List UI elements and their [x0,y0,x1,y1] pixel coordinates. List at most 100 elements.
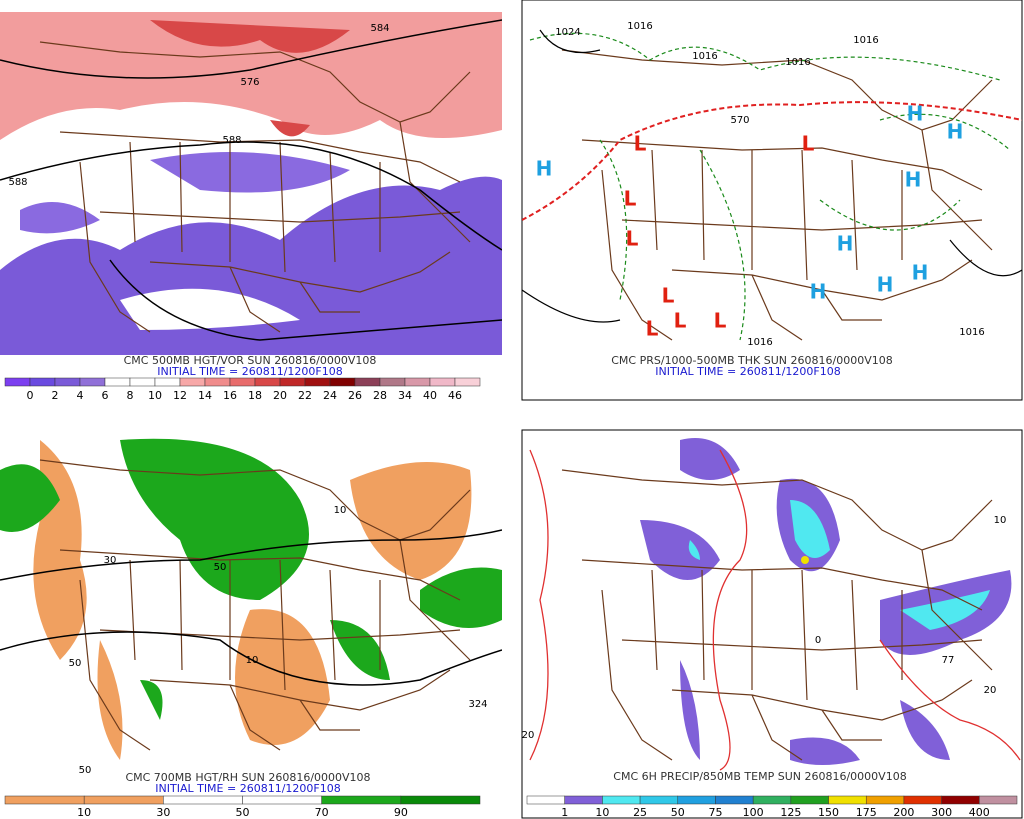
high-marker: H [536,157,553,181]
panel-title: CMC 6H PRECIP/850MB TEMP SUN 260816/0000… [613,770,906,783]
colorbar-label: 50 [671,806,685,819]
contour-label: 584 [370,23,389,34]
contour-label: 77 [942,655,955,666]
colorbar-label: 0 [27,389,34,402]
colorbar-label: 12 [173,389,187,402]
colorbar-label: 75 [708,806,722,819]
contour-label: 576 [240,77,259,88]
colorbar-label: 1 [561,806,568,819]
contour-label: 10 [246,655,259,666]
colorbar-label: 400 [969,806,990,819]
map-panel: 584 576 588 588 [0,12,502,355]
colorbar-swatch [379,377,406,387]
panel-title: CMC 700MB HGT/RH SUN 260816/0000V108 [125,771,370,784]
colorbar-swatch [4,377,31,387]
colorbar-label: 46 [448,389,462,402]
low-marker: L [634,132,647,156]
colorbar-swatch [526,795,565,805]
isobar-label: 1016 [853,35,878,46]
isobar-label: 1016 [747,337,772,348]
colorbar-swatch [321,795,402,805]
isobar-label: 1024 [555,27,580,38]
colorbar-swatch [279,377,306,387]
colorbar-swatch [790,795,829,805]
colorbar-swatch [979,795,1018,805]
colorbar-swatch [404,377,431,387]
colorbar-swatch [564,795,603,805]
colorbar-swatch [677,795,716,805]
colorbar-swatch [454,377,481,387]
colorbar-swatch [752,795,792,805]
isobar-label: 1016 [785,57,810,68]
colorbar-label: 200 [893,806,914,819]
contour-label: 20 [984,685,997,696]
contour-label: 50 [214,562,227,573]
low-marker: L [646,317,659,341]
colorbar-label: 300 [931,806,952,819]
contour-label: 10 [334,505,347,516]
isobar-label: 1016 [692,51,717,62]
colorbar-swatch [4,795,85,805]
colorbar-label: 150 [818,806,839,819]
colorbar-label: 26 [348,389,362,402]
high-marker: H [905,168,922,192]
colorbar-swatch [941,795,980,805]
colorbar-label: 8 [127,389,134,402]
initial-time: INITIAL TIME = 260811/1200F108 [157,365,342,378]
low-marker: L [674,309,687,333]
colorbar-label: 34 [398,389,412,402]
low-marker: L [802,132,815,156]
colorbar-label: 16 [223,389,237,402]
colorbar-label: 14 [198,389,212,402]
colorbar-label: 30 [156,806,170,819]
low-marker: L [714,309,727,333]
colorbar-swatch [129,377,156,387]
colorbar-swatch [329,377,356,387]
panel-title: CMC 500MB HGT/VOR SUN 260816/0000V108 [124,354,377,367]
thickness-label: 570 [730,115,749,126]
colorbar-label: 18 [248,389,262,402]
colorbar-swatch [304,377,331,387]
map-panel: 50 10 50 30 324 50 10 [0,430,502,773]
colorbar-label: 28 [373,389,387,402]
high-marker: H [837,232,854,256]
colorbar-swatch [242,795,322,805]
low-marker: L [624,187,637,211]
initial-time: INITIAL TIME = 260811/1200F108 [655,365,840,378]
colorbar-label: 24 [323,389,337,402]
contour-label: 20 [522,730,535,741]
colorbar-swatch [254,377,281,387]
colorbar-swatch [865,795,905,805]
high-marker: H [877,273,894,297]
high-marker: H [810,280,827,304]
colorbar-label: 70 [315,806,329,819]
high-marker: H [912,261,929,285]
colorbar-label: 100 [743,806,764,819]
isobar-label: 1016 [627,21,652,32]
colorbar-swatch [903,795,942,805]
map-panel: 10 20 77 0 20 [522,438,1021,771]
colorbar-label: 125 [780,806,801,819]
panel-title: CMC PRS/1000-500MB THK SUN 260816/0000V1… [611,354,892,367]
high-marker: H [907,102,924,126]
contour-label: 0 [815,635,821,646]
colorbar-swatch [429,377,456,387]
high-marker: H [947,120,964,144]
colorbar-label: 50 [236,806,250,819]
colorbar-swatch [354,377,381,387]
colorbar-swatch [154,377,181,387]
colorbar-swatch [229,377,256,387]
low-marker: L [626,227,639,251]
contour-label: 588 [8,177,27,188]
colorbar-swatch [602,795,641,805]
colorbar-swatch [715,795,754,805]
colorbar-swatch [79,377,106,387]
colorbar-label: 25 [633,806,647,819]
colorbar-label: 6 [102,389,109,402]
colorbar-label: 90 [394,806,408,819]
colorbar-swatch [163,795,243,805]
colorbar-swatch [639,795,679,805]
colorbar-label: 10 [148,389,162,402]
colorbar-label: 4 [77,389,84,402]
contour-label: 30 [104,555,117,566]
